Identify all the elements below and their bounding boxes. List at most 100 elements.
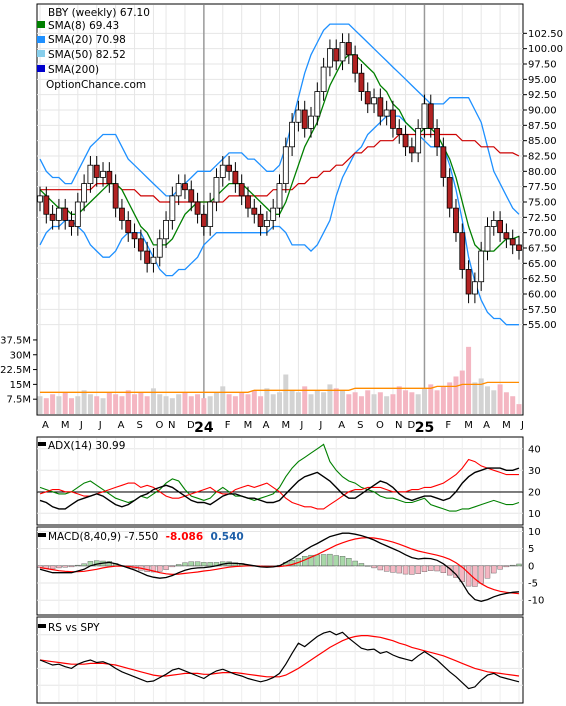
volume-bar	[421, 388, 427, 414]
volume-tick-label: 30M	[10, 350, 31, 361]
candle-body	[383, 109, 390, 117]
macd-hist-bar	[497, 565, 503, 570]
x-tick-label: J	[98, 420, 102, 431]
volume-bar	[289, 390, 295, 414]
volume-bar	[434, 390, 440, 414]
candle-body	[465, 269, 472, 295]
candle-body	[408, 146, 415, 154]
candle-body	[87, 164, 94, 184]
candle-body	[484, 226, 491, 252]
candle-body	[43, 195, 50, 215]
macd-hist-bar	[327, 553, 333, 567]
macd-hist-bar	[339, 556, 346, 567]
price-tick-label: 62.50	[528, 274, 557, 285]
candle-body	[62, 207, 69, 221]
legend-label-sma8: SMA(8) 69.43	[48, 20, 119, 32]
adx-tick-label: 30	[528, 466, 541, 477]
volume-bar	[119, 396, 125, 414]
price-tick-label: 70.00	[528, 228, 557, 239]
macd-hist-bar	[396, 565, 402, 574]
macd-hist-bar	[459, 565, 465, 582]
volume-bar	[201, 398, 207, 414]
candle-body	[119, 207, 125, 221]
volume-bar	[459, 370, 465, 414]
volume-bar	[176, 394, 182, 414]
volume-bar	[106, 392, 112, 414]
candle-body	[276, 183, 283, 209]
price-title: BBY (weekly) 67.10	[48, 7, 150, 19]
volume-bar	[94, 396, 100, 414]
macd-hist-bar	[491, 565, 497, 574]
x-tick-label: M	[502, 420, 511, 431]
candle-body	[182, 183, 188, 191]
macd-hist-value: 0.540	[211, 531, 244, 543]
macd-hist-bar	[194, 561, 201, 567]
candle-body	[163, 219, 169, 240]
volume-bar	[264, 388, 270, 414]
candle-body	[333, 48, 340, 62]
candle-body	[56, 207, 62, 221]
candle-body	[131, 232, 138, 240]
volume-bar	[163, 396, 169, 414]
macd-hist-bar	[81, 563, 87, 567]
volume-bar	[132, 394, 138, 414]
rs-line	[39, 630, 520, 690]
candle-body	[49, 213, 56, 221]
volume-bar	[144, 396, 150, 414]
x-axis-labels: A M J J A S O N D 24 F M A M J J A S O N D 25 F M A M J	[42, 420, 524, 436]
macd-hist-bar	[163, 565, 169, 570]
rs-ma-line	[39, 635, 520, 678]
macd-histogram	[37, 553, 522, 587]
volume-bar	[56, 396, 62, 414]
volume-bar	[100, 398, 106, 414]
candle-body	[194, 201, 201, 215]
candle-body	[207, 201, 214, 227]
volume-bar	[365, 390, 371, 414]
x-tick-label: A	[42, 420, 49, 431]
macd-hist-bar	[377, 565, 384, 571]
volume-bar	[258, 396, 264, 414]
candle-body	[453, 207, 459, 234]
macd-hist-bar	[207, 562, 213, 567]
volume-bar	[188, 396, 194, 414]
volume-bar	[478, 378, 484, 414]
candle-body	[226, 164, 232, 172]
x-tick-label: A	[483, 420, 490, 431]
x-tick-label: M	[282, 420, 291, 431]
candle-body	[156, 238, 163, 258]
volume-bar	[346, 394, 352, 414]
adx-plus-di-line	[39, 443, 520, 512]
price-tick-label: 77.50	[528, 182, 557, 193]
volume-bar	[333, 388, 339, 414]
rs-panel: RS vs SPY	[36, 616, 524, 704]
candle-body	[377, 97, 384, 117]
macd-axis-ticks: -10 -5 0 5 10	[528, 527, 544, 607]
candle-body	[37, 195, 43, 203]
adx-tick-label: 10	[528, 509, 541, 520]
macd-grid	[37, 528, 523, 614]
candle-body	[434, 127, 440, 148]
volume-bar	[232, 396, 238, 414]
x-tick-label: A	[338, 420, 345, 431]
candle-body	[106, 170, 113, 184]
legend-swatch-sma8	[37, 21, 45, 28]
macd-panel: -10 -5 0 5 10 MACD(8,40,9) -7.550 -8.086 0.5…	[36, 526, 544, 616]
macd-hist-bar	[49, 565, 56, 570]
candle-body	[446, 177, 453, 209]
volume-ma-line	[40, 381, 519, 393]
volume-bar	[396, 386, 402, 414]
macd-hist-bar	[308, 554, 314, 567]
volume-bar	[37, 396, 43, 414]
rs-legend-swatch	[38, 624, 46, 628]
macd-hist-bar	[320, 554, 327, 567]
volume-bar	[308, 394, 314, 414]
volume-bar	[314, 390, 320, 414]
macd-hist-bar	[371, 565, 377, 569]
volume-bar	[409, 392, 415, 414]
candle-body	[200, 213, 207, 227]
candle-body	[213, 177, 220, 203]
adx-tick-label: 40	[528, 444, 541, 455]
candle-body	[320, 66, 327, 92]
volume-bar	[245, 394, 251, 414]
candle-body	[112, 183, 119, 209]
